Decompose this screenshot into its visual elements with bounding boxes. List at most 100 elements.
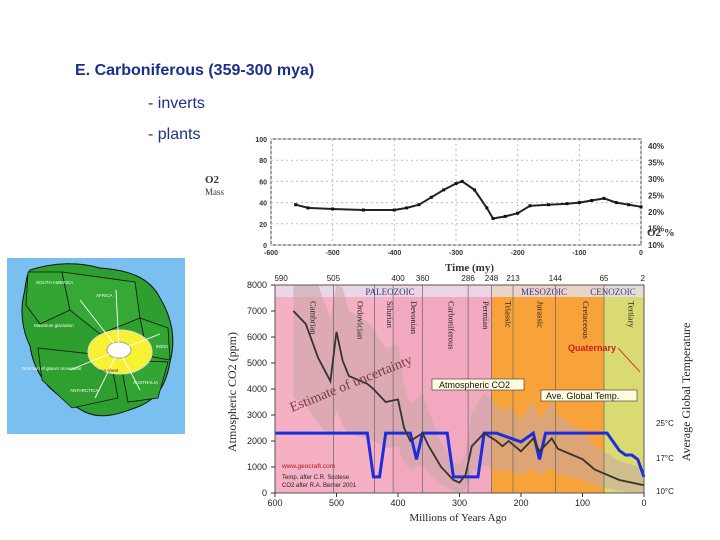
legend-co2-box: [431, 378, 525, 391]
co2-y-tick: 3000: [247, 410, 267, 420]
co2-y-tick: 2000: [247, 436, 267, 446]
map-label-max-glaciation: Maximum glaciation: [34, 323, 74, 328]
co2-line: [292, 310, 645, 487]
o2-point: [627, 203, 631, 207]
co2-x-tick: 200: [513, 498, 528, 508]
period-label: Carboniferous: [446, 301, 456, 350]
co2-x-tick: 600: [267, 498, 282, 508]
o2-point: [639, 205, 643, 209]
map-label-south-america: SOUTH AMERICA: [36, 280, 73, 285]
period-label: Tertiary: [627, 301, 637, 329]
co2-x-tick: 0: [641, 498, 646, 508]
o2-right-tick: 25%: [648, 192, 664, 201]
o2-point: [331, 207, 335, 211]
co2-x-tick: 100: [575, 498, 590, 508]
o2-point: [602, 196, 606, 200]
temp-tick-17: 17°C: [656, 454, 674, 463]
o2-point: [528, 204, 532, 208]
o2-point: [442, 188, 446, 192]
credit-co2: CO2 after R.A. Berner 2001: [282, 483, 357, 489]
o2-left-tick: 40: [259, 201, 267, 208]
o2-ylabel-bottom: Mass: [205, 187, 224, 197]
credit-url: www.geocraft.com: [281, 463, 335, 470]
o2-x-tick: -300: [449, 250, 463, 257]
o2-left-tick: 100: [255, 137, 267, 144]
period-label: Triassic: [504, 301, 514, 328]
o2-point: [547, 203, 550, 207]
top-age-label: 2: [641, 274, 646, 283]
o2-right-tick: 40%: [648, 142, 664, 151]
o2-point: [503, 214, 507, 218]
period-label: Permian: [481, 301, 491, 330]
o2-point: [516, 211, 520, 215]
o2-left-ticks: 100 80 60 40 20 0: [255, 137, 267, 250]
top-age-labels: 590 505 400 360 286 248 213 144 65 2: [274, 274, 645, 283]
co2-y-tick: 4000: [247, 384, 267, 394]
o2-point: [306, 206, 310, 210]
o2-point: [429, 195, 433, 199]
o2-x-tick: -100: [572, 250, 586, 257]
temp-tick-25: 25°C: [656, 419, 674, 428]
top-age-label: 360: [416, 274, 430, 283]
o2-right-ticks: 40% 35% 30% 25% 20% 15% 10%: [648, 142, 664, 250]
o2-point: [614, 201, 618, 205]
o2-point: [565, 202, 569, 206]
co2-y-tick: 5000: [247, 358, 267, 368]
o2-right-tick: 15%: [648, 225, 664, 234]
map-label-glacier-direction: Direction of glacier movement: [22, 366, 82, 371]
co2-x-tick: 400: [390, 498, 405, 508]
period-labels: Cambrian Ordovician Silurian Devonian Carbon…: [309, 301, 637, 350]
o2-point: [491, 217, 495, 220]
o2-point: [392, 208, 396, 212]
top-age-label: 65: [600, 274, 609, 283]
co2-x-tick: 300: [452, 498, 467, 508]
co2-x-tick: 500: [329, 498, 344, 508]
glacier-arrows: [69, 289, 161, 399]
o2-point: [417, 203, 421, 207]
co2-x-ticks: 600 500 400 300 200 100 0: [267, 493, 647, 508]
continent-south-america: [25, 271, 71, 325]
map-label-australia: AUSTRALIA: [133, 380, 158, 385]
o2-xlabel: Time (my): [445, 262, 494, 274]
uncertainty-band: [293, 285, 644, 493]
era-strip: [275, 285, 644, 297]
o2-left-tick: 80: [259, 158, 267, 165]
o2-x-tick: -600: [264, 250, 278, 257]
top-age-label: 248: [485, 274, 499, 283]
continent-africa: [61, 271, 141, 335]
co2-y-tick: 1000: [247, 462, 267, 472]
o2-plot-frame: [270, 138, 642, 246]
o2-point: [460, 179, 464, 183]
co2-xlabel: Millions of Years Ago: [409, 512, 507, 524]
temp-tick-10: 10°C: [656, 487, 674, 496]
o2-x-tick: -400: [387, 250, 401, 257]
map-label-antarctica: ANTARCTICA: [70, 388, 98, 393]
top-age-label: 213: [506, 274, 520, 283]
co2-y-tick: 8000: [247, 280, 267, 290]
o2-points: [294, 179, 643, 220]
quaternary-pointer: [617, 347, 641, 373]
period-label: Cambrian: [309, 301, 319, 335]
top-age-label: 400: [391, 274, 405, 283]
period-label: Ordovician: [355, 301, 365, 340]
map-label-ice-sheet: Ice sheet: [100, 368, 119, 373]
o2-point: [485, 206, 489, 210]
era-labels: PALEOZOIC MESOZOIC CENOZOIC: [365, 287, 635, 297]
temp-right-label: Average Global Temperature: [679, 323, 693, 462]
co2-chart: 590 505 400 360 286 248 213 144 65 2 PALEOZOIC MES…: [225, 274, 693, 524]
period-label: Jurassic: [536, 301, 546, 328]
o2-point: [454, 182, 458, 186]
top-age-label: 590: [274, 274, 288, 283]
legend-temp: Ave. Global Temp.: [546, 391, 619, 401]
period-label: Cretaceous: [581, 301, 591, 339]
co2-y-tick: 7000: [247, 306, 267, 316]
era-label: CENOZOIC: [590, 287, 636, 297]
slide-title: E. Carboniferous (359-300 mya): [75, 62, 315, 79]
map-label-africa: AFRICA: [96, 293, 113, 298]
quaternary-label: Quaternary: [568, 343, 616, 353]
o2-point: [577, 201, 581, 205]
period-label: Devonian: [409, 301, 419, 335]
top-age-label: 505: [327, 274, 341, 283]
